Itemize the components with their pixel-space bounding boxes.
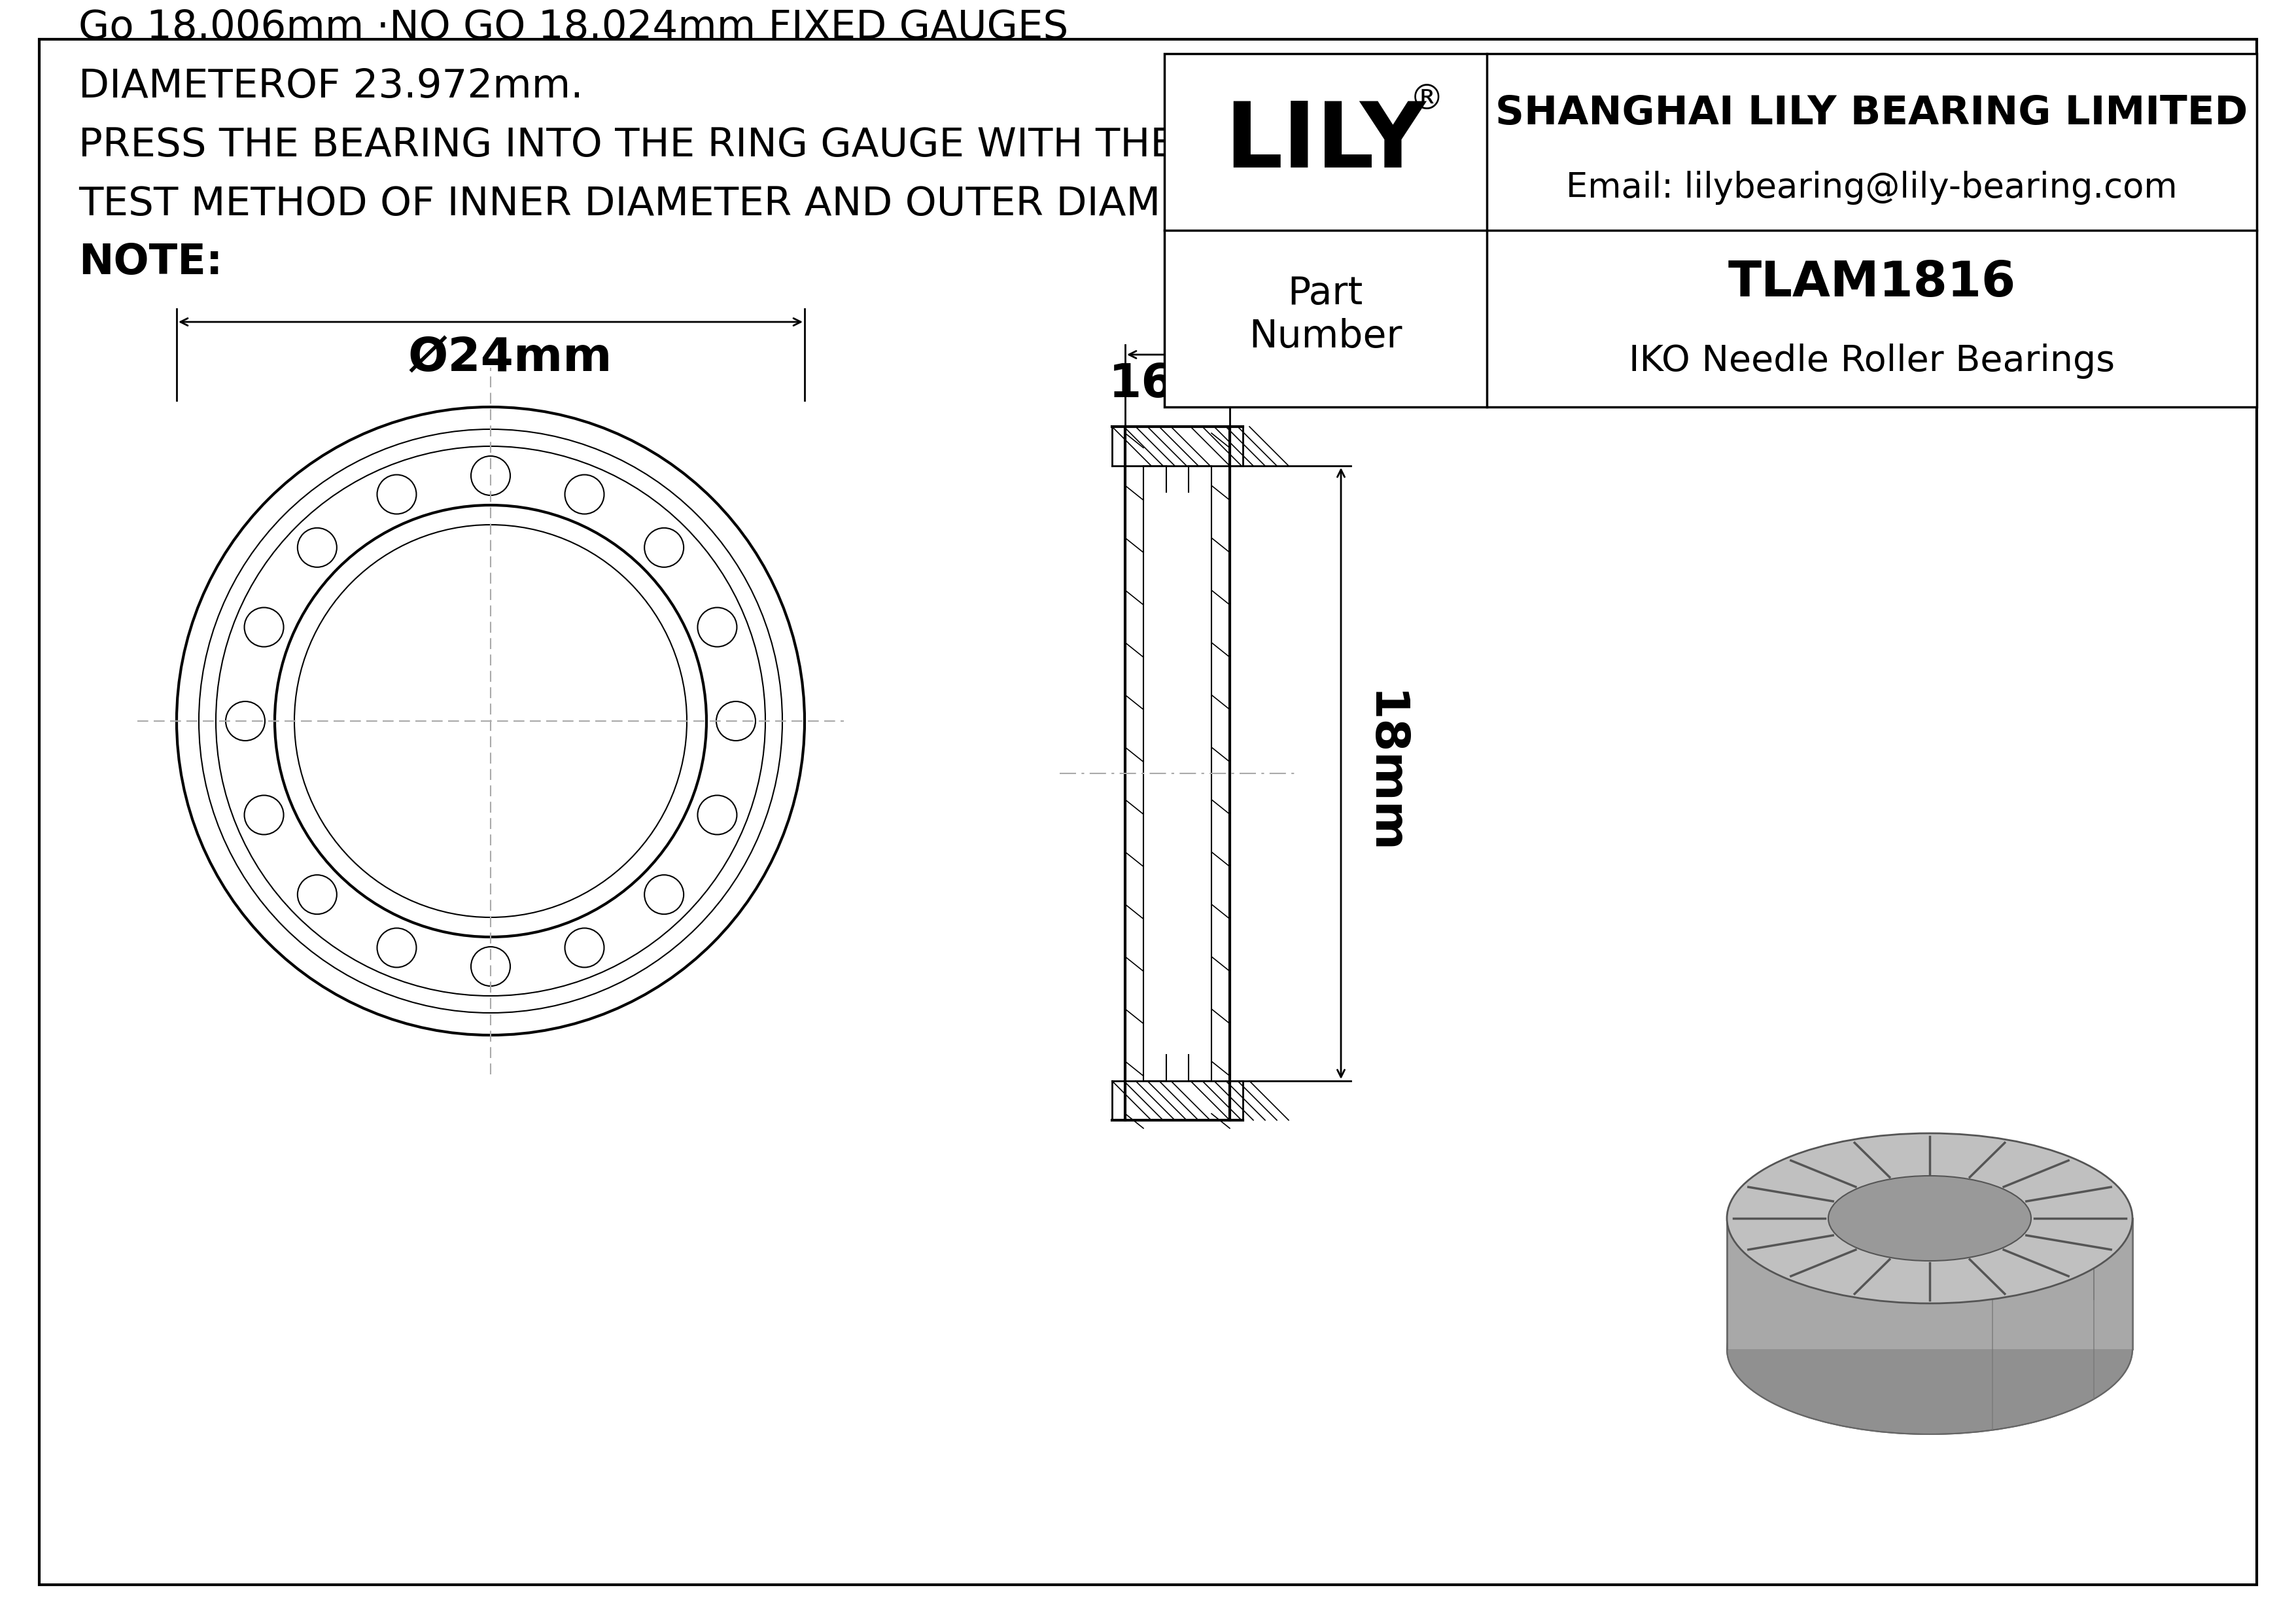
- Text: TLAM1816: TLAM1816: [1727, 260, 2016, 307]
- Text: TEST METHOD OF INNER DIAMETER AND OUTER DIAMETER.: TEST METHOD OF INNER DIAMETER AND OUTER …: [78, 185, 1274, 224]
- Text: NOTE:: NOTE:: [78, 242, 223, 283]
- Text: Ø24mm: Ø24mm: [409, 336, 613, 380]
- Text: LILY: LILY: [1224, 97, 1426, 187]
- Text: Email: lilybearing@lily-bearing.com: Email: lilybearing@lily-bearing.com: [1566, 171, 2177, 205]
- Text: DIAMETEROF 23.972mm.: DIAMETEROF 23.972mm.: [78, 67, 583, 106]
- Text: 18mm: 18mm: [1362, 692, 1405, 856]
- Text: ®: ®: [1410, 83, 1444, 117]
- Text: 16mm: 16mm: [1109, 362, 1272, 408]
- Ellipse shape: [1828, 1176, 2032, 1260]
- Text: PRESS THE BEARING INTO THE RING GAUGE WITH THE INNER: PRESS THE BEARING INTO THE RING GAUGE WI…: [78, 127, 1313, 166]
- Text: Part
Number: Part Number: [1249, 274, 1403, 356]
- Text: Go 18.006mm ·NO GO 18.024mm FIXED GAUGES: Go 18.006mm ·NO GO 18.024mm FIXED GAUGES: [78, 8, 1068, 47]
- Text: IKO Needle Roller Bearings: IKO Needle Roller Bearings: [1628, 343, 2115, 378]
- Bar: [1164, 54, 2257, 408]
- Text: SHANGHAI LILY BEARING LIMITED: SHANGHAI LILY BEARING LIMITED: [1495, 94, 2248, 133]
- Ellipse shape: [1727, 1134, 2133, 1304]
- Polygon shape: [1727, 1218, 2133, 1350]
- Ellipse shape: [1727, 1263, 2133, 1434]
